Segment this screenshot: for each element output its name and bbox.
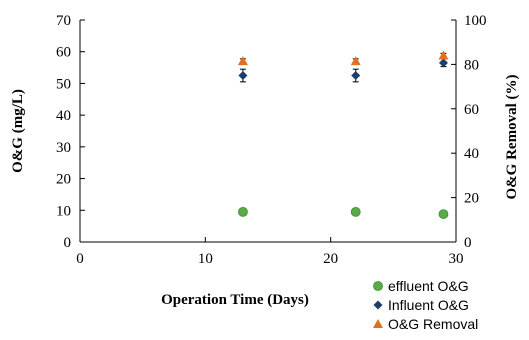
series-1-point xyxy=(438,58,448,68)
x-axis-ticks: 0 10 20 30 xyxy=(76,237,464,267)
y-tick-label: 70 xyxy=(56,13,71,29)
data-marks xyxy=(237,50,449,219)
y-tick-label: 10 xyxy=(56,203,71,219)
y2-tick-label: 100 xyxy=(464,13,487,29)
x-tick-label: 10 xyxy=(198,251,213,267)
legend-marker xyxy=(373,319,383,328)
legend-marker xyxy=(373,300,383,310)
series-0-point xyxy=(350,206,361,217)
legend-marker xyxy=(373,281,383,291)
y2-axis-ticks: 0 20 40 60 80 100 xyxy=(451,13,487,251)
series-0-point xyxy=(438,209,449,219)
y-tick-label: 30 xyxy=(56,140,71,156)
y-tick-label: 50 xyxy=(56,76,71,92)
x-axis-title: Operation Time (Days) xyxy=(161,292,309,308)
y-axis-ticks: 0 10 20 30 40 50 60 70 xyxy=(56,13,85,251)
y2-tick-label: 0 xyxy=(464,235,472,251)
y-tick-label: 60 xyxy=(56,45,71,61)
legend: effluent O&G Influent O&G O&G Removal xyxy=(373,278,478,332)
series-2-point xyxy=(237,56,248,66)
series-1-point xyxy=(351,71,361,80)
legend-label: effluent O&G xyxy=(388,278,469,294)
y2-tick-label: 20 xyxy=(464,191,479,207)
y-axis-title: O&G (mg/L) xyxy=(10,89,26,173)
y2-tick-label: 80 xyxy=(464,57,479,73)
plot-frame xyxy=(79,20,457,243)
x-tick-label: 0 xyxy=(76,251,84,267)
y2-tick-label: 40 xyxy=(464,146,479,162)
series-2-point xyxy=(438,50,449,60)
y-tick-label: 0 xyxy=(64,235,72,251)
x-tick-label: 30 xyxy=(449,251,464,267)
series-1-point xyxy=(238,71,248,80)
y-tick-label: 40 xyxy=(56,108,71,124)
legend-label: O&G Removal xyxy=(388,316,478,332)
y-tick-label: 20 xyxy=(56,172,71,188)
y2-tick-label: 60 xyxy=(464,102,479,118)
legend-label: Influent O&G xyxy=(388,297,469,313)
series-2-point xyxy=(350,56,361,66)
x-tick-label: 20 xyxy=(323,251,338,267)
y2-axis-title: O&G Removal (%) xyxy=(504,75,520,200)
series-0-point xyxy=(238,206,248,217)
